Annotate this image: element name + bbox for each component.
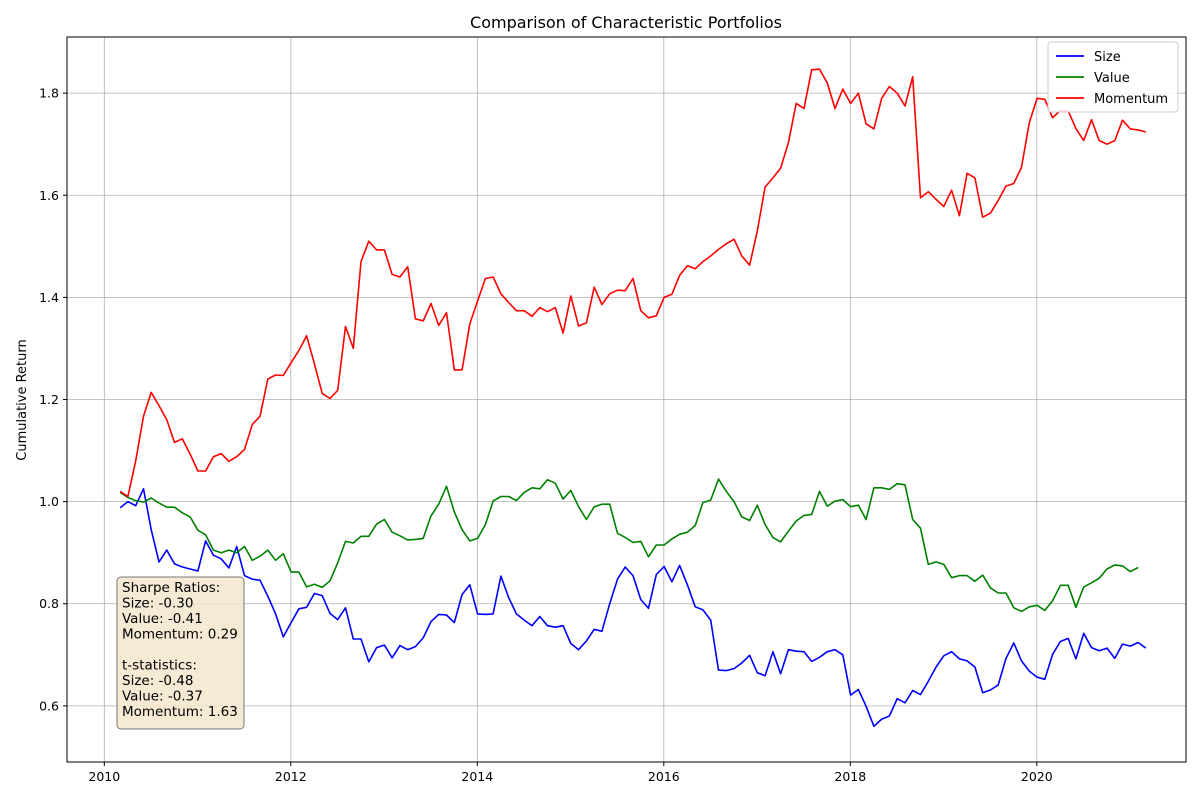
y-axis-title: Cumulative Return xyxy=(15,339,30,460)
annotation-line: Sharpe Ratios: xyxy=(122,580,220,596)
series-line-size xyxy=(119,487,1147,728)
series-line-momentum xyxy=(119,68,1147,498)
legend-label-momentum: Momentum xyxy=(1094,92,1168,107)
axis-ticks: 2010 2012 2014 2016 2018 2020 0.6 0.8 1.0 1.2 1.4 1… xyxy=(39,86,1053,784)
x-tick-label: 2012 xyxy=(275,769,307,784)
x-tick-label: 2018 xyxy=(834,769,866,784)
y-tick-label: 1.4 xyxy=(39,290,59,305)
annotation-line: Value: -0.41 xyxy=(122,611,203,627)
chart-title: Comparison of Characteristic Portfolios xyxy=(470,13,782,32)
y-tick-label: 1.8 xyxy=(39,86,59,101)
x-tick-label: 2014 xyxy=(461,769,493,784)
x-tick-label: 2016 xyxy=(648,769,680,784)
series-line-value xyxy=(119,478,1139,613)
y-tick-label: 1.2 xyxy=(39,392,59,407)
y-tick-label: 1.0 xyxy=(39,494,59,509)
legend: Size Value Momentum xyxy=(1047,41,1179,113)
x-tick-label: 2020 xyxy=(1021,769,1053,784)
legend-label-value: Value xyxy=(1094,71,1130,86)
annotation-line: t-statistics: xyxy=(122,658,197,674)
y-tick-label: 1.6 xyxy=(39,188,59,203)
y-tick-label: 0.8 xyxy=(39,596,59,611)
grid xyxy=(67,37,1186,762)
annotation-line: Momentum: 1.63 xyxy=(122,704,238,720)
legend-label-size: Size xyxy=(1094,50,1121,65)
annotation-line: Value: -0.37 xyxy=(122,689,203,705)
annotation-box xyxy=(116,576,245,730)
y-tick-label: 0.6 xyxy=(39,698,59,713)
annotation-line: Size: -0.48 xyxy=(122,673,193,689)
x-tick-label: 2010 xyxy=(88,769,120,784)
annotation-line: Momentum: 0.29 xyxy=(122,627,238,643)
plot-frame xyxy=(66,36,1187,763)
legend-box xyxy=(1047,41,1179,113)
series-lines xyxy=(119,68,1147,728)
annotation-line: Size: -0.30 xyxy=(122,596,193,612)
